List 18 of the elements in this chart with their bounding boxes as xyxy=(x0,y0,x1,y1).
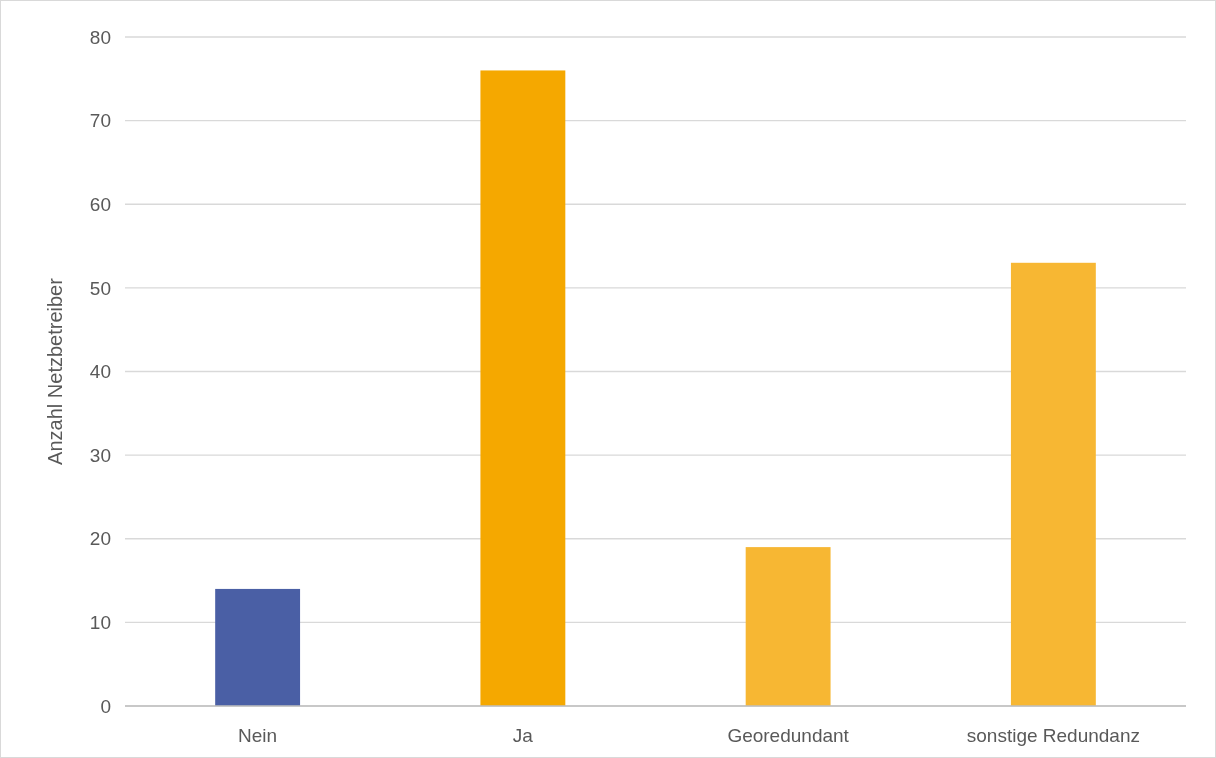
x-tick-label: Georedundant xyxy=(727,725,850,746)
bar xyxy=(745,547,831,706)
x-tick-label: Ja xyxy=(512,725,534,746)
y-axis-title: Anzahl Netzbetreiber xyxy=(44,277,66,465)
y-tick-label: 60 xyxy=(89,193,111,215)
bar xyxy=(480,70,566,706)
bar xyxy=(215,588,301,706)
x-tick-label: sonstige Redundanz xyxy=(966,725,1140,746)
bar xyxy=(1010,262,1096,706)
y-tick-label: 50 xyxy=(89,277,111,299)
y-tick-label: 70 xyxy=(89,110,111,132)
y-tick-label: 0 xyxy=(100,695,111,717)
x-tick-label: Nein xyxy=(238,725,278,746)
y-tick-label: 10 xyxy=(89,612,111,634)
y-tick-label: 30 xyxy=(89,444,111,466)
y-tick-label: 40 xyxy=(89,361,111,383)
y-tick-label: 20 xyxy=(89,528,111,550)
y-tick-label: 80 xyxy=(89,26,111,48)
